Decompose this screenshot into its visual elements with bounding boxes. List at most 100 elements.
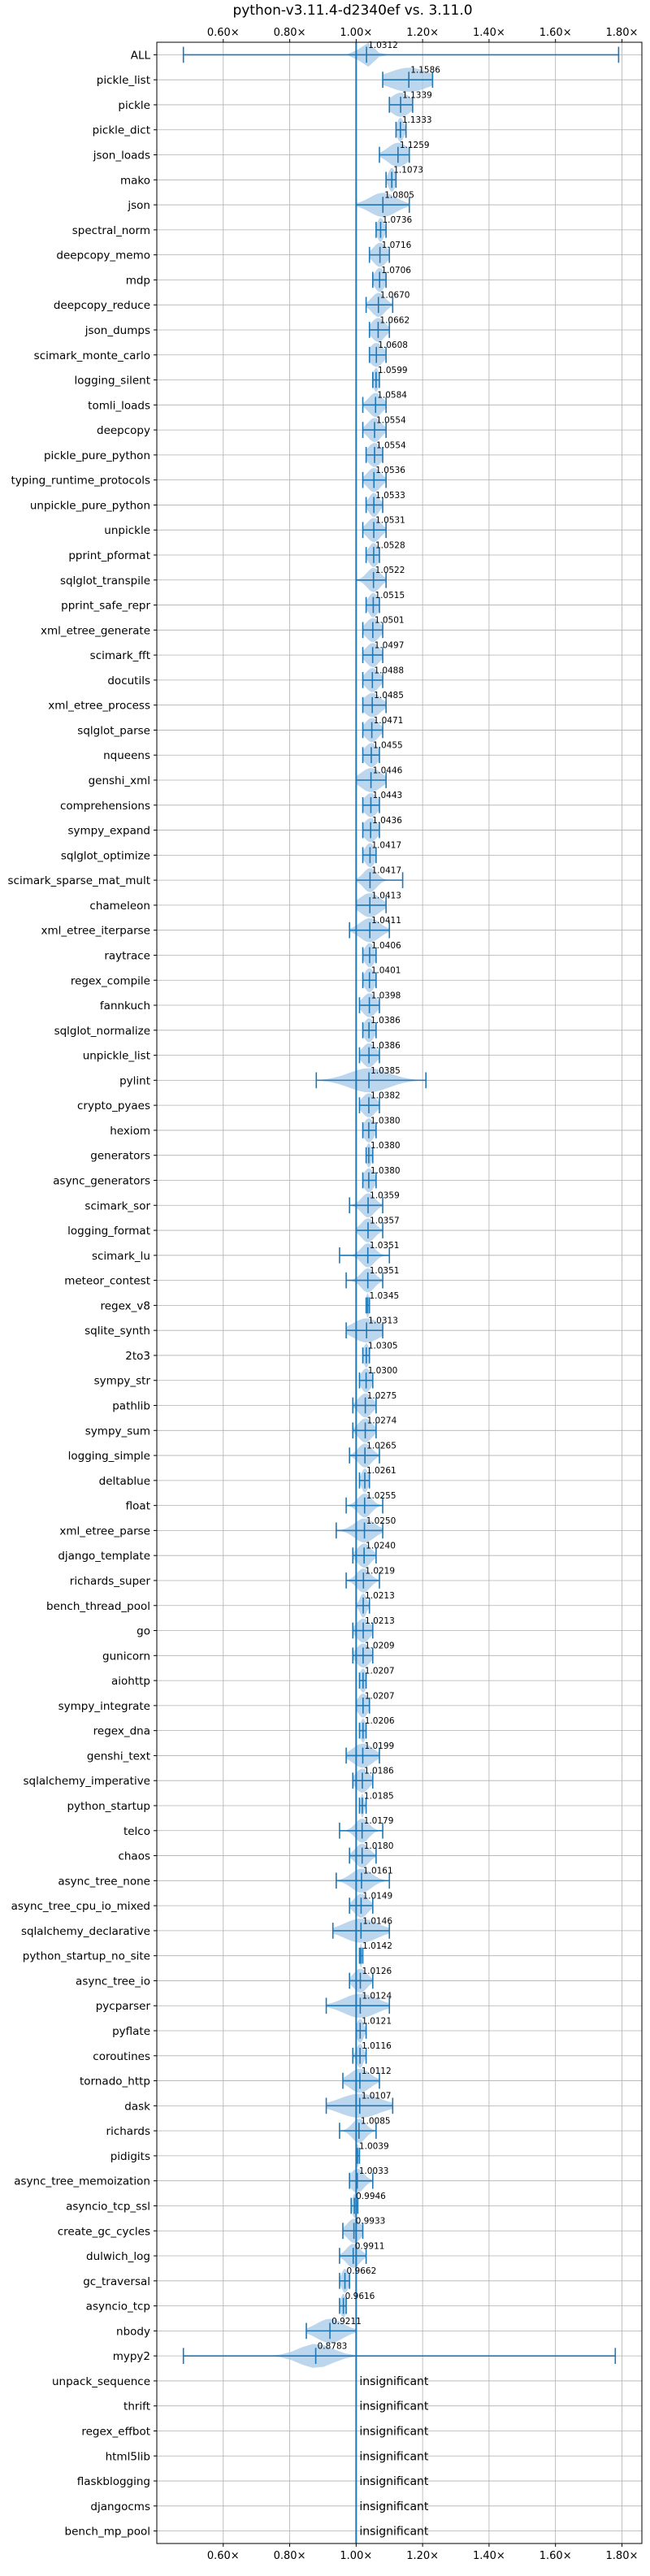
value-label: 1.0536	[375, 466, 405, 475]
value-label: 1.1073	[393, 166, 423, 176]
benchmark-label: gc_traversal	[83, 2275, 150, 2288]
insignificant-label: insignificant	[359, 2375, 429, 2388]
benchmark-label: gunicorn	[102, 1650, 150, 1663]
benchmark-label: pprint_safe_repr	[61, 600, 150, 613]
value-label: 1.0380	[370, 1116, 401, 1125]
benchmark-label: ALL	[131, 49, 151, 62]
benchmark-label: regex_dna	[93, 1725, 150, 1738]
benchmark-label: logging_format	[67, 1225, 150, 1238]
value-label: 1.0706	[381, 266, 411, 275]
benchmark-label: dulwich_log	[86, 2250, 150, 2263]
value-label: 1.0380	[370, 1166, 401, 1176]
benchmark-label: django_template	[58, 1550, 150, 1563]
value-label: 1.0039	[359, 2141, 389, 2151]
benchmark-label: sqlglot_optimize	[61, 849, 150, 862]
x-tick-label-bottom: 1.20×	[406, 2550, 439, 2562]
benchmark-label: thrift	[124, 2400, 150, 2413]
x-tick-label-top: 1.40×	[473, 27, 505, 39]
value-label: 1.0213	[365, 1591, 395, 1601]
value-label: 1.0161	[363, 1867, 393, 1876]
benchmark-label: coroutines	[93, 2050, 150, 2063]
benchmark-label: aiohttp	[111, 1675, 150, 1688]
value-label: 1.0471	[374, 716, 404, 726]
value-label: 1.0736	[382, 215, 412, 225]
value-label: 1.0716	[382, 241, 412, 250]
benchmark-label: sqlite_synth	[84, 1325, 150, 1338]
benchmark-label: xml_etree_parse	[59, 1524, 150, 1537]
plot-frame	[156, 41, 643, 2544]
value-label: 1.0313	[368, 1316, 398, 1326]
benchmark-label: 2to3	[125, 1350, 150, 1363]
benchmark-label: create_gc_cycles	[58, 2225, 150, 2238]
benchmark-label: sqlalchemy_declarative	[21, 1925, 150, 1938]
value-label: 1.0312	[368, 41, 398, 50]
value-label: 1.0488	[374, 666, 404, 675]
x-tick-label-top: 1.80×	[606, 27, 639, 39]
benchmark-label: sqlglot_parse	[77, 724, 150, 737]
chart-title: python-v3.11.4-d2340ef vs. 3.11.0	[232, 2, 472, 19]
value-label: 1.0085	[361, 2117, 391, 2127]
value-label: 1.0385	[370, 1066, 401, 1076]
grid-layer	[154, 39, 642, 2547]
benchmark-label: mdp	[126, 274, 150, 287]
value-label: 1.0142	[362, 1941, 392, 1951]
benchmark-label: async_tree_none	[58, 1875, 150, 1888]
benchmark-label: djangocms	[90, 2500, 150, 2513]
value-label: 1.0300	[368, 1366, 398, 1376]
benchmark-label: asyncio_tcp	[86, 2301, 150, 2314]
insignificant-label: insignificant	[359, 2500, 429, 2513]
value-label: 1.0417	[371, 866, 401, 876]
x-tick-label-bottom: 0.60×	[207, 2550, 240, 2562]
benchmark-label: dask	[124, 2100, 150, 2113]
benchmark-label: mako	[120, 174, 150, 187]
value-label: 1.1586	[410, 66, 440, 76]
insignificant-label: insignificant	[359, 2475, 429, 2488]
value-label: 1.0240	[366, 1542, 396, 1551]
value-label: 1.1333	[402, 115, 432, 125]
benchmark-label: scimark_sor	[84, 1199, 150, 1212]
value-label: 1.0584	[377, 391, 407, 401]
benchmark-label: sympy_str	[94, 1375, 151, 1388]
value-label: 1.0599	[378, 366, 408, 375]
benchmark-label: regex_v8	[100, 1299, 150, 1312]
value-label: 1.0357	[370, 1216, 400, 1225]
benchmark-label: sqlalchemy_imperative	[24, 1775, 151, 1788]
value-label: 1.0345	[369, 1291, 399, 1301]
benchmark-label: deltablue	[99, 1475, 150, 1488]
value-label: 1.0436	[372, 816, 402, 826]
insignificant-label: insignificant	[359, 2425, 429, 2438]
value-label: 1.0107	[362, 2092, 392, 2101]
value-label: 1.0116	[362, 2041, 392, 2051]
value-label: 1.0359	[370, 1191, 400, 1201]
value-label: 1.0531	[375, 516, 405, 526]
value-label: 0.9662	[347, 2266, 377, 2276]
value-label: 1.0386	[370, 1016, 401, 1026]
benchmark-label: comprehensions	[60, 800, 150, 813]
value-label: 1.0179	[364, 1816, 394, 1826]
value-label: 1.0206	[365, 1716, 395, 1726]
benchmark-label: pprint_pformat	[68, 549, 150, 562]
x-tick-label-top: 1.00×	[340, 27, 372, 39]
value-label: 1.0207	[365, 1666, 395, 1676]
benchmark-label: docutils	[107, 674, 150, 687]
benchmark-label: mypy2	[113, 2350, 150, 2363]
benchmark-label: scimark_sparse_mat_mult	[8, 874, 150, 887]
value-label: 1.0455	[373, 741, 403, 751]
value-label: 1.0411	[371, 916, 401, 926]
value-label: 1.0351	[370, 1266, 400, 1276]
value-label: 1.0533	[375, 491, 405, 501]
value-label: 0.8783	[318, 2342, 348, 2352]
benchmark-label: sympy_expand	[67, 825, 150, 838]
value-label: 1.0522	[375, 566, 405, 575]
value-label: 1.0180	[364, 1841, 394, 1851]
benchmark-label: deepcopy_memo	[56, 249, 150, 262]
value-label: 1.0413	[371, 891, 401, 900]
x-tick-label-top: 0.80×	[274, 27, 306, 39]
value-label: 1.0554	[376, 440, 406, 450]
insignificant-label: insignificant	[359, 2400, 429, 2413]
benchmark-label: unpickle_pure_python	[30, 499, 150, 512]
value-label: 0.9946	[356, 2192, 386, 2201]
value-label: 1.0274	[367, 1416, 397, 1426]
benchmark-label: richards	[106, 2125, 150, 2138]
